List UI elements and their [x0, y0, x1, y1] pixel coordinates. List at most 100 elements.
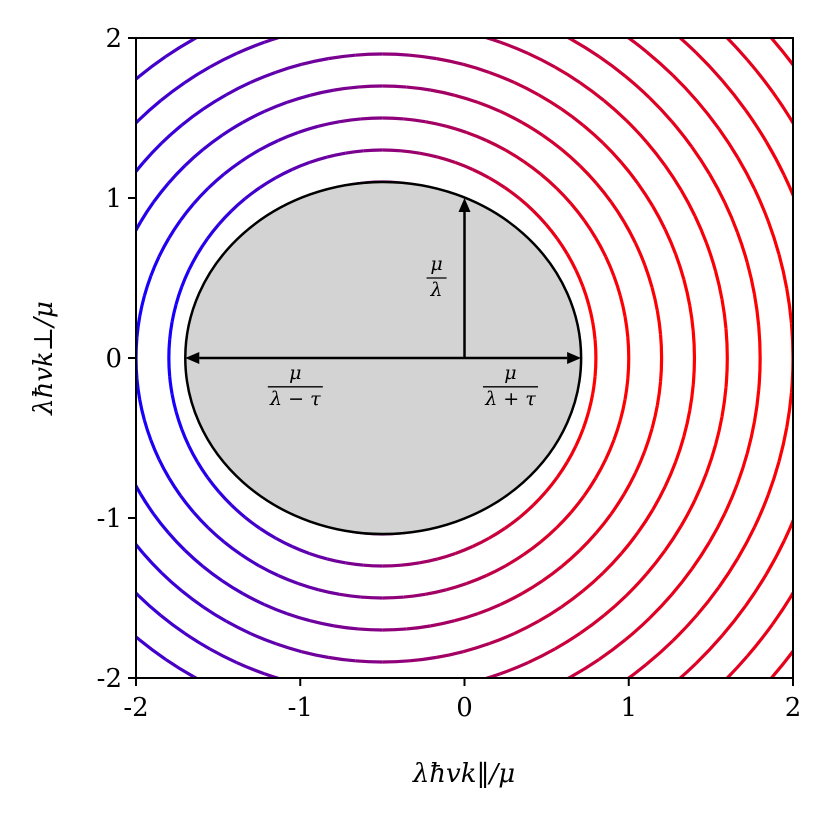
- contour-segment: [455, 163, 472, 170]
- contour-segment: [570, 732, 604, 749]
- contour-segment: [672, 569, 692, 594]
- contour-segment: [522, 122, 543, 135]
- contour-segment: [412, 689, 442, 693]
- contour-segment: [250, 634, 275, 644]
- contour-segment: [22, 0, 55, 7]
- contour-segment: [557, 512, 572, 527]
- fraction-denominator: λ − τ: [269, 388, 321, 410]
- contour-segment: [197, 462, 207, 477]
- contour-segment: [355, 54, 382, 55]
- contour-segment: [340, 594, 361, 597]
- contour-segment: [68, 75, 92, 101]
- contour-segment: [487, 566, 506, 576]
- contour-segment: [55, 738, 90, 764]
- contour-segment: [382, 150, 401, 151]
- contour-segment: [473, 169, 490, 177]
- contour-segment: [674, 738, 709, 764]
- contour-segment: [555, 67, 580, 83]
- contour-segment: [543, 566, 562, 580]
- contour-segment: [650, 98, 672, 122]
- contour-segment: [618, 30, 646, 51]
- contour-segment: [604, 101, 626, 121]
- contour-segment: [276, 538, 293, 546]
- contour-segment: [437, 652, 464, 658]
- contour-segment: [93, 595, 115, 619]
- contour-segment: [487, 140, 506, 150]
- contour-segment: [162, 573, 182, 591]
- contour-segment: [710, 514, 725, 542]
- contour-segment: [276, 744, 311, 752]
- contour-segment: [159, 238, 169, 257]
- contour-segment: [695, 473, 707, 500]
- contour-segment: [606, 257, 614, 276]
- contour-segment: [489, 72, 514, 82]
- contour-segment: [489, 634, 514, 644]
- contour-segment: [638, 510, 653, 532]
- contour-segment: [665, 462, 675, 487]
- contour-segment: [819, 396, 824, 433]
- contour-segment: [162, 125, 182, 143]
- contour-segment: [185, 633, 210, 649]
- contour-segment: [260, 178, 276, 188]
- contour-segment: [628, 337, 629, 358]
- contour-segment: [506, 794, 546, 806]
- contour-segment: [177, 0, 209, 12]
- contour-segment: [309, 157, 327, 162]
- contour-segment: [10, 263, 17, 294]
- contour-segment: [759, 326, 760, 358]
- contour-segment: [260, 528, 276, 538]
- contour-segment: [415, 720, 448, 724]
- contour-segment: [5, 326, 6, 358]
- contour-segment: [352, 22, 382, 23]
- contour-segment: [505, 188, 520, 199]
- contour-segment: [779, 427, 787, 461]
- contour-segment: [689, 3, 720, 30]
- contour-segment: [120, 243, 129, 265]
- contour-segment: [556, 704, 588, 720]
- contour-segment: [589, 304, 593, 322]
- contour-segment: [455, 614, 478, 621]
- contour-segment: [243, 594, 265, 605]
- contour-segment: [181, 779, 219, 794]
- contour-segment: [189, 446, 198, 462]
- contour-segment: [596, 238, 606, 257]
- contour-segment: [738, 158, 755, 189]
- contour-segment: [10, 527, 27, 558]
- fraction-denominator: λ + τ: [484, 388, 536, 410]
- y-tick-label: 1: [105, 184, 122, 214]
- contour-segment: [159, 459, 169, 478]
- contour-segment: [637, 689, 668, 712]
- contour-segment: [534, 750, 570, 764]
- contour-segment: [322, 689, 352, 693]
- contour-segment: [292, 547, 309, 554]
- contour-segment: [431, 90, 455, 95]
- contour-segment: [293, 27, 322, 33]
- contour-segment: [647, 142, 665, 165]
- contour-segment: [104, 311, 107, 335]
- contour-segment: [141, 494, 154, 514]
- contour-segment: [557, 239, 567, 254]
- contour-segment: [208, 174, 224, 188]
- contour-segment: [129, 222, 140, 243]
- contour-segment: [169, 220, 181, 238]
- contour-segment: [595, 358, 596, 376]
- contour-segment: [419, 559, 437, 563]
- contour-segment: [567, 446, 576, 462]
- contour-segment: [588, 12, 618, 31]
- contour-segment: [327, 559, 345, 563]
- contour-segment: [538, 607, 561, 621]
- contour-segment: [480, 3, 511, 13]
- contour-segment: [0, 7, 22, 39]
- contour-segment: [276, 644, 302, 652]
- contour-segment: [673, 615, 697, 641]
- contour-segment: [22, 709, 55, 738]
- contour-segment: [614, 420, 620, 440]
- contour-segment: [596, 183, 611, 202]
- contour-segment: [276, 64, 302, 72]
- contour-segment: [561, 109, 583, 125]
- contour-segment: [49, 243, 58, 271]
- contour-segment: [667, 663, 696, 688]
- contour-segment: [161, 83, 185, 101]
- contour-segment: [43, 636, 69, 664]
- contour-segment: [656, 713, 689, 738]
